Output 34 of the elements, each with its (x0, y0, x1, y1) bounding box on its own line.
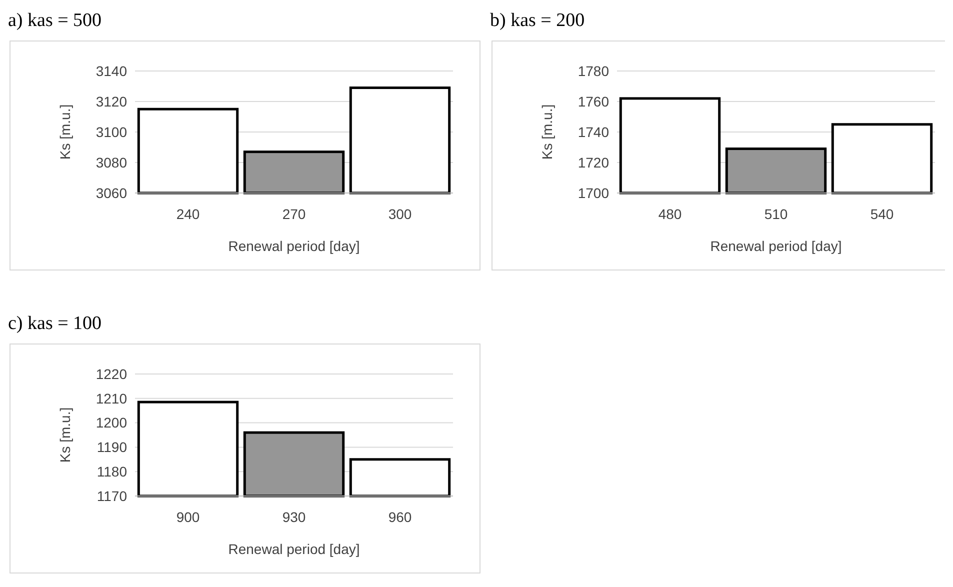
x-tick-label: 480 (658, 206, 682, 222)
x-tick-label: 300 (388, 206, 412, 222)
x-tick-label: 240 (176, 206, 200, 222)
y-axis-title: Ks [m.u.] (57, 407, 73, 463)
y-axis-title: Ks [m.u.] (539, 104, 555, 160)
y-tick-label: 3060 (96, 184, 128, 201)
y-tick-label: 1780 (578, 62, 610, 79)
y-tick-label: 3120 (96, 93, 128, 110)
y-tick-label: 1190 (96, 439, 128, 456)
x-tick-label: 900 (176, 509, 200, 525)
x-tick-label: 270 (282, 206, 306, 222)
y-tick-label: 1760 (578, 93, 610, 110)
y-tick-label: 1170 (96, 488, 128, 504)
y-tick-label: 1220 (96, 366, 128, 382)
chart-title: b) kas = 200 (490, 10, 585, 31)
y-tick-label: 1700 (578, 184, 610, 201)
x-axis-title: Renewal period [day] (710, 238, 842, 254)
x-tick-label: 930 (282, 509, 306, 525)
y-tick-label: 1740 (578, 124, 610, 140)
y-tick-label: 1210 (96, 390, 128, 406)
x-axis-title: Renewal period [day] (228, 238, 360, 254)
chart-title: c) kas = 100 (8, 313, 102, 334)
y-tick-label: 1720 (578, 154, 610, 170)
y-tick-label: 3080 (96, 154, 128, 170)
x-tick-label: 540 (870, 206, 894, 222)
y-tick-label: 3140 (96, 62, 128, 79)
y-tick-label: 1200 (96, 414, 128, 431)
x-tick-label: 960 (388, 509, 412, 525)
chart-title: a) kas = 500 (8, 10, 102, 31)
x-axis-title: Renewal period [day] (228, 541, 360, 557)
y-axis-title: Ks [m.u.] (57, 104, 73, 160)
y-tick-label: 1180 (96, 464, 128, 480)
x-tick-label: 510 (764, 206, 788, 222)
y-tick-label: 3100 (96, 124, 128, 140)
